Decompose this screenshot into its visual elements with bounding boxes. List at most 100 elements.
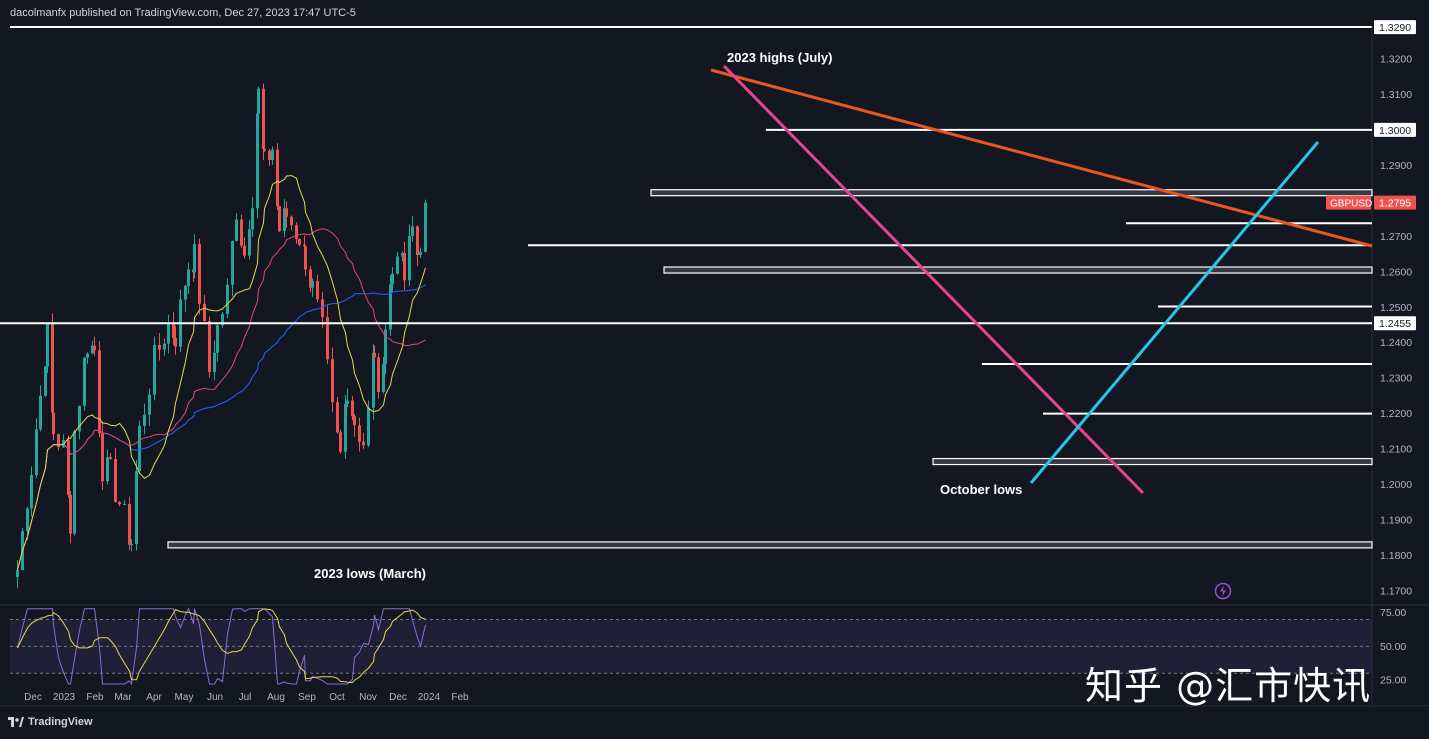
candle-body[interactable] [396,256,399,274]
candle-body[interactable] [262,88,265,149]
candle-body[interactable] [98,350,101,434]
candle-body[interactable] [193,244,196,273]
october-lows-zone[interactable] [932,457,1373,466]
candle-body[interactable] [30,475,33,509]
candle-body[interactable] [401,253,404,257]
candle-body[interactable] [377,357,380,393]
uptrend-line[interactable] [1029,141,1320,484]
candle-body[interactable] [290,216,293,226]
candle-body[interactable] [283,208,286,232]
candle-body[interactable] [101,433,104,482]
candle-body[interactable] [167,323,170,344]
candle-body[interactable] [16,570,19,578]
candle-body[interactable] [298,238,301,245]
candle-body[interactable] [62,440,65,448]
candle-body[interactable] [174,338,177,347]
candle-body[interactable] [257,88,260,114]
candle-body[interactable] [213,352,216,373]
major-downtrend-line[interactable] [710,68,1373,248]
candle-body[interactable] [304,246,307,270]
candle-body[interactable] [351,400,354,417]
candle-body[interactable] [163,343,166,350]
candle-body[interactable] [285,208,288,217]
candle-body[interactable] [316,281,319,300]
candle-body[interactable] [184,285,187,300]
candle-body[interactable] [69,494,72,534]
candle-body[interactable] [106,457,109,482]
candle-body[interactable] [91,345,94,354]
march-lows-zone[interactable] [167,541,1373,549]
candle-body[interactable] [128,504,131,545]
candle-body[interactable] [226,284,229,314]
candle-body[interactable] [372,352,375,408]
candle-body[interactable] [311,281,314,288]
price-panel[interactable] [0,27,1429,603]
candle-body[interactable] [321,299,324,318]
candle-body[interactable] [251,208,254,230]
symbol-badge[interactable] [1326,195,1371,210]
candle-body[interactable] [39,395,42,430]
candle-body[interactable] [67,440,70,495]
candle-body[interactable] [353,416,356,426]
candle-body[interactable] [208,321,211,373]
candle-body[interactable] [46,323,49,367]
sma-50-line[interactable] [17,175,426,571]
candle-body[interactable] [243,245,246,256]
candle-body[interactable] [52,412,55,435]
candle-body[interactable] [109,457,112,459]
candle-body[interactable] [303,244,306,247]
candle-body[interactable] [278,206,281,232]
candle-body[interactable] [138,425,141,472]
candle-body[interactable] [271,149,274,160]
candle-body[interactable] [221,313,224,326]
candle-body[interactable] [26,508,29,532]
candle-body[interactable] [35,429,38,476]
candle-body[interactable] [411,226,414,236]
candle-body[interactable] [373,352,376,358]
candle-body[interactable] [336,402,339,433]
candle-body[interactable] [57,434,60,448]
candle-body[interactable] [382,364,385,393]
candle-body[interactable] [78,405,81,432]
candle-body[interactable] [403,253,406,281]
rsi-line[interactable] [17,607,426,686]
candle-body[interactable] [51,323,54,413]
candle-body[interactable] [135,471,138,544]
candle-body[interactable] [198,244,201,304]
candle-body[interactable] [419,251,422,256]
candle-body[interactable] [240,219,243,246]
candle-body[interactable] [216,325,219,353]
last-price-badge[interactable] [1374,195,1416,210]
candle-body[interactable] [408,235,411,281]
pink-downtrend-line[interactable] [722,64,1145,495]
candle-body[interactable] [416,226,419,256]
candle-body[interactable] [235,219,238,241]
candle-body[interactable] [424,202,427,252]
candle-body[interactable] [83,357,86,406]
candle-body[interactable] [362,441,365,446]
candle-body[interactable] [268,150,271,160]
candle-body[interactable] [187,269,190,286]
candle-body[interactable] [391,273,394,285]
candle-body[interactable] [358,425,361,442]
candle-body[interactable] [130,543,133,545]
flash-icon[interactable] [1214,582,1232,600]
support-zone-1-2605[interactable] [663,266,1373,274]
candle-body[interactable] [118,501,121,505]
candle-body[interactable] [148,394,151,415]
rsi-signal-line[interactable] [17,608,426,684]
level-badge[interactable] [1374,316,1416,331]
level-badge[interactable] [1374,122,1416,137]
candle-body[interactable] [344,403,347,452]
candle-body[interactable] [263,148,266,151]
candle-body[interactable] [389,284,392,330]
candle-body[interactable] [231,240,234,285]
candle-body[interactable] [143,414,146,426]
candle-body[interactable] [93,345,96,351]
candle-body[interactable] [326,317,329,360]
resistance-zone-1-2823[interactable] [650,189,1373,197]
candle-body[interactable] [123,504,126,506]
candle-body[interactable] [339,432,342,452]
candle-body[interactable] [309,269,312,288]
